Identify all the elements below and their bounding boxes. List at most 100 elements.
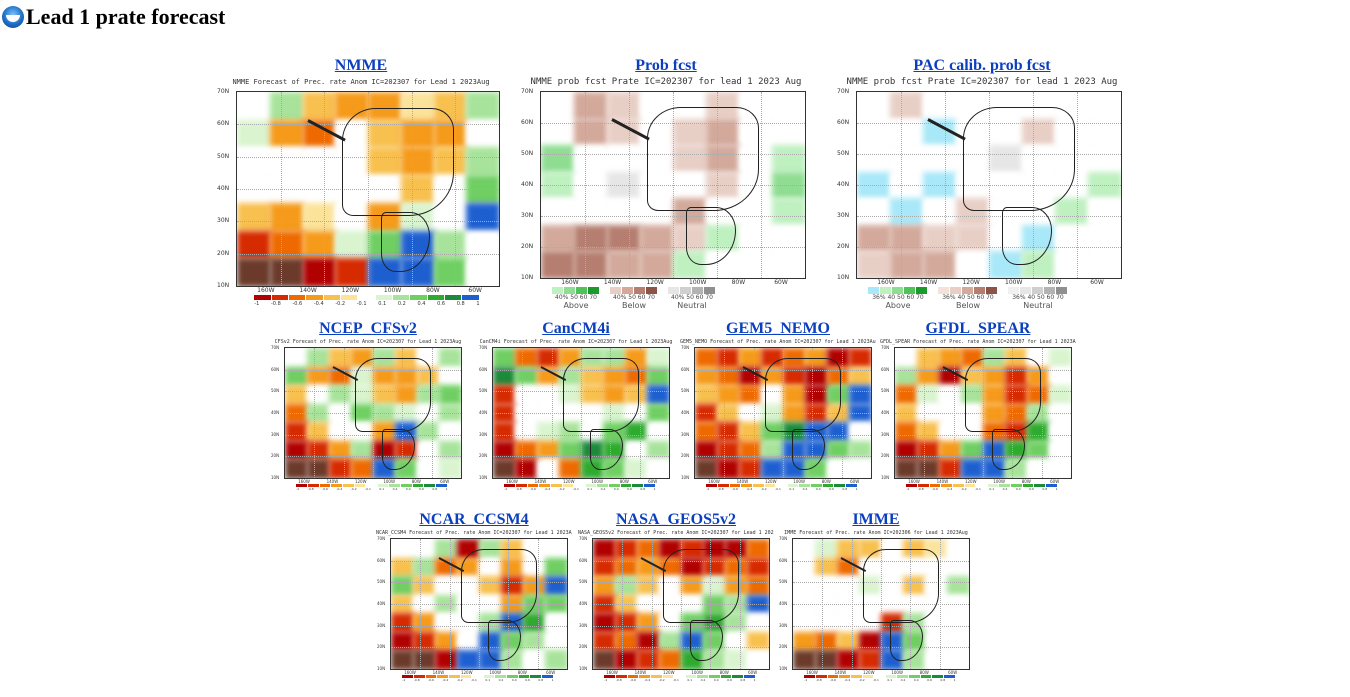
map-image-prob[interactable]: NMME prob fcst Prate IC=202307 for lead … [520,75,812,331]
lat-label: 30N [579,622,588,628]
colorbar-tick-label: -0.6 [322,487,328,491]
map-image-cfsv2[interactable]: CFSv2 Forecast of Prec. rate Anom IC=202… [270,338,466,506]
lon-label: 80W [731,279,746,286]
colorbar-tick-label: 0.2 [498,678,504,682]
lat-label: 50N [681,388,690,394]
link-ccsm4[interactable]: NCAR_CCSM4 [419,511,529,528]
map-image-imme[interactable]: IMME Forecast of Prec. rate Anom IC=2023… [778,529,974,697]
colorbar-tick-label: 0.4 [405,487,411,491]
lon-label: 140W [299,287,317,294]
legend-swatch [986,287,998,294]
legend-swatch [668,287,680,294]
colorbar-tick-label: -1 [504,487,508,491]
anomaly-colorbar [254,295,480,300]
map-caption: CFSv2 Forecast of Prec. rate Anom IC=202… [274,339,462,345]
link-nmme[interactable]: NMME [334,57,388,74]
colorbar-tick-label: 0.8 [1042,487,1048,491]
colorbar-swatch [340,295,359,300]
map-plot-area [592,538,770,670]
lon-label: 140W [834,670,847,675]
lon-label: 100W [689,279,707,286]
colorbar-swatch [462,295,480,300]
colorbar-swatch [799,484,812,487]
lat-label: 20N [579,644,588,650]
lon-label: 60W [468,287,482,294]
colorbar-swatch [427,295,445,300]
colorbar-swatch [483,675,496,678]
colorbar-swatch [1034,484,1046,487]
lat-label: 20N [479,453,488,459]
legend-swatch [634,287,646,294]
anomaly-colorbar [504,484,656,487]
lon-label: 140W [936,479,949,484]
legend-swatch [1056,287,1068,294]
colorbar-tick-label: -1 [296,487,300,491]
link-gfdl[interactable]: GFDL_SPEAR [925,320,1031,337]
colorbar-swatch [401,484,413,487]
map-image-geos5[interactable]: NASA_GEOS5v2 Forecast of Prec. rate Anom… [578,529,774,697]
colorbar-tick-label: -0.4 [644,678,651,682]
colorbar-tick-label: -0.4 [336,487,343,491]
colorbar-swatch [639,675,651,678]
lon-label: 120W [460,670,473,675]
lon-label: 100W [993,479,1005,484]
map-image-ccsm4[interactable]: NCAR_CCSM4 Forecast of Prec. rate Anom I… [376,529,572,697]
lat-label: 50N [521,150,534,157]
colorbar-swatch [906,484,918,487]
map-plot-area [694,347,872,479]
colorbar-swatch [717,484,730,487]
colorbar-labels: -1 -0.8 -0.6 -0.4 -0.2 -0.1 0.1 0.2 0.4 0.6 0.8 1 [402,678,553,682]
legend-swatch [1032,287,1044,294]
lat-label: 20N [521,243,534,250]
colorbar-tick-label: 0.4 [913,678,919,682]
lat-label: 60N [271,366,280,372]
colorbar-tick-label: 0.6 [1029,487,1034,491]
lon-label: 140W [432,670,445,675]
map-image-gfdl[interactable]: GFDL_SPEAR Forecast of Prec. rate Anom I… [880,338,1076,506]
lat-label: 70N [881,345,890,350]
lat-label: 60N [681,366,690,372]
colorbar-tick-label: -0.1 [873,678,879,682]
lon-label: 120W [646,279,664,286]
legend-group-neutral: 36% 40 50 60 70 Neutral [1008,287,1068,310]
colorbar-swatch [425,675,438,678]
link-gem5[interactable]: GEM5_NEMO [726,320,830,337]
colorbar-swatch [518,675,531,678]
colorbar-tick-label: -0.6 [530,487,536,491]
link-geos5[interactable]: NASA_GEOS5v2 [615,511,737,528]
legend-group-below: 40% 50 60 70 Below [610,287,658,310]
map-image-gem5[interactable]: GEM5_NEMO Forecast of Prec. rate Anom IC… [680,338,876,506]
lon-label: 100W [591,479,603,484]
colorbar-swatch [615,675,628,678]
colorbar-tick-label: 0.2 [802,487,808,491]
link-imme[interactable]: IMME [852,511,900,528]
map-image-pac[interactable]: NMME prob fcst Prate IC=202307 for lead … [836,75,1128,331]
legend-percent-labels: 40% 50 60 70 [671,294,713,301]
colorbar-swatch [412,484,425,487]
colorbar-swatch [402,675,414,678]
map-image-cancm4i[interactable]: CanCM4i Forecast of Prec. rate Anom IC=2… [478,338,674,506]
link-cancm4i[interactable]: CanCM4i [542,320,610,337]
link-cfsv2[interactable]: NCEP_CFSv2 [319,320,417,337]
colorbar-swatch [609,484,621,487]
noaa-logo-icon[interactable] [2,6,24,28]
lat-label: 40N [779,601,788,606]
colorbar-swatch [929,484,942,487]
link-prob[interactable]: Prob fcst [635,57,697,74]
colorbar-swatch [460,675,473,678]
colorbar-tick-label: 0.1 [587,487,593,491]
colorbar-tick-label: 1 [445,487,448,491]
colorbar-swatch [296,484,308,487]
colorbar-tick-label: 0.1 [687,678,693,682]
panel-gfdl: GFDL_SPEAR GFDL_SPEAR Forecast of Prec. r… [880,320,1076,506]
colorbar-tick-label: 0.1 [789,487,795,491]
map-caption: NMME Forecast of Prec. rate Anom IC=2023… [232,78,490,86]
lon-label: 120W [862,670,875,675]
map-plot-area [792,538,970,670]
lat-label: 40N [881,410,890,415]
map-image-nmme[interactable]: NMME Forecast of Prec. rate Anom IC=2023… [216,75,506,325]
colorbar-swatch [732,675,744,678]
lat-label: 70N [779,536,788,541]
link-pac[interactable]: PAC calib. prob fcst [913,57,1051,74]
colorbar-swatch [932,675,944,678]
